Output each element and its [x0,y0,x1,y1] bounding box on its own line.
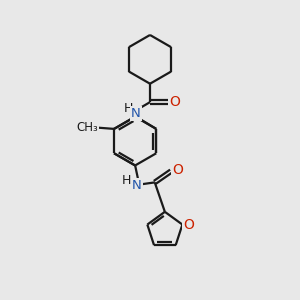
Text: O: O [172,163,183,177]
Text: N: N [132,179,142,192]
Text: N: N [131,107,141,120]
Text: O: O [184,218,194,232]
Text: CH₃: CH₃ [76,121,98,134]
Text: O: O [169,95,180,109]
Text: H: H [124,102,133,115]
Text: H: H [122,174,131,187]
